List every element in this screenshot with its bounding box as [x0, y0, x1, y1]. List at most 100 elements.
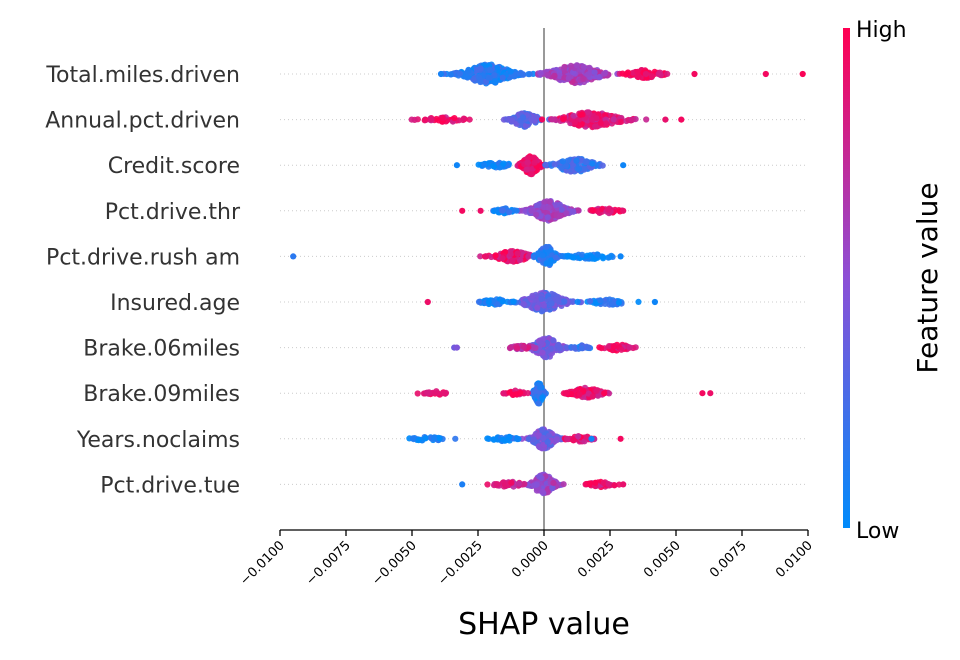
shap-point: [465, 67, 472, 74]
shap-point: [499, 74, 506, 81]
shap-point: [547, 260, 554, 267]
shap-point: [678, 116, 685, 123]
x-axis-title: SHAP value: [458, 607, 630, 642]
shap-point: [651, 298, 659, 306]
shap-point: [605, 206, 612, 213]
feature-label: Brake.09miles: [83, 382, 240, 407]
shap-point: [602, 300, 609, 307]
shap-point: [520, 301, 527, 308]
shap-point: [452, 435, 459, 442]
shap-point: [556, 201, 564, 208]
shap-point: [567, 62, 575, 69]
shap-point: [523, 166, 531, 173]
shap-point: [662, 116, 669, 123]
feature-label: Pct.drive.rush am: [46, 245, 240, 270]
shap-point: [578, 345, 585, 352]
shap-point: [594, 251, 601, 258]
x-tick-label: −0.0075: [303, 538, 353, 588]
shap-point: [470, 75, 477, 83]
shap-point: [529, 292, 536, 299]
shap-point: [649, 73, 656, 80]
shap-point: [520, 114, 527, 121]
shap-point: [799, 70, 806, 78]
shap-point: [592, 123, 599, 130]
shap-point: [563, 210, 570, 217]
shap-point: [536, 473, 543, 480]
shap-point: [533, 202, 541, 209]
shap-point: [539, 252, 546, 259]
shap-point: [570, 112, 577, 119]
shap-point: [589, 160, 596, 167]
shap-point: [588, 435, 595, 442]
shap-point: [539, 426, 546, 433]
shap-point: [439, 114, 446, 121]
colorbar-title: Feature value: [911, 182, 944, 373]
shap-point: [532, 388, 539, 395]
feature-label: Insured.age: [110, 291, 240, 316]
shap-point: [551, 161, 558, 168]
shap-point: [559, 158, 566, 165]
shap-point: [496, 164, 503, 171]
shap-point: [428, 116, 435, 123]
shap-point: [507, 251, 514, 258]
shap-point: [573, 62, 581, 69]
shap-point: [606, 296, 613, 303]
colorbar-high-label: High: [856, 18, 907, 43]
shap-point: [540, 204, 547, 211]
shap-point: [508, 117, 516, 124]
x-tick-label: 0.0075: [707, 538, 750, 581]
shap-point: [422, 435, 429, 442]
shap-point: [620, 162, 627, 169]
shap-point: [422, 116, 429, 123]
shap-point: [453, 162, 460, 169]
shap-point: [618, 118, 625, 125]
shap-point: [573, 157, 580, 164]
shap-point: [534, 304, 541, 311]
shap-point: [525, 253, 532, 260]
shap-point: [456, 70, 463, 77]
shap-point: [596, 73, 603, 81]
shap-point: [664, 70, 671, 77]
shap-point: [434, 389, 441, 396]
feature-label: Pct.drive.thr: [105, 200, 241, 225]
shap-point: [522, 122, 529, 129]
shap-point: [531, 159, 538, 166]
shap-point: [589, 207, 596, 214]
shap-point: [544, 348, 551, 355]
shap-point: [540, 302, 548, 309]
shap-point: [624, 69, 632, 76]
shap-point: [437, 70, 445, 78]
shap-point: [584, 109, 591, 116]
shap-point: [605, 254, 612, 261]
shap-point: [563, 389, 570, 396]
shap-point: [617, 253, 624, 260]
shap-point: [544, 214, 551, 221]
shap-point: [655, 70, 662, 77]
shap-point: [508, 479, 515, 486]
shap-point: [493, 481, 500, 488]
feature-label: Annual.pct.driven: [45, 109, 240, 134]
shap-point: [482, 253, 489, 260]
shap-point: [617, 435, 624, 442]
shap-point: [597, 120, 604, 127]
shap-point: [565, 75, 572, 82]
shap-point: [575, 433, 582, 440]
shap-point: [583, 434, 590, 441]
shap-point: [620, 481, 627, 488]
shap-point: [455, 117, 463, 124]
shap-point: [517, 389, 524, 397]
shap-point: [610, 116, 617, 123]
shap-point: [606, 343, 613, 350]
x-axis-ticks: −0.0100 −0.0075 −0.0050 −0.0025 0.0000 0.0025…: [237, 530, 816, 589]
shap-point: [570, 298, 577, 305]
shap-point: [570, 208, 577, 215]
shap-point: [605, 390, 613, 397]
shap-point: [564, 157, 571, 164]
beeswarm-points: [290, 61, 806, 497]
shap-point: [591, 69, 598, 76]
shap-point: [528, 116, 535, 123]
shap-point: [487, 67, 494, 74]
shap-point: [538, 295, 545, 303]
shap-point: [484, 481, 491, 488]
